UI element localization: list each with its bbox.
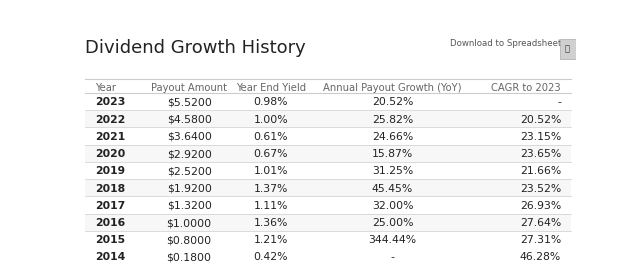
Text: 1.11%: 1.11% [254,201,288,211]
Text: 26.93%: 26.93% [520,201,561,211]
Text: 25.00%: 25.00% [372,218,413,228]
Text: 27.31%: 27.31% [520,235,561,245]
Text: ⤓: ⤓ [565,44,570,53]
Text: 23.52%: 23.52% [520,183,561,194]
Text: $0.8000: $0.8000 [166,235,212,245]
Text: 1.21%: 1.21% [254,235,288,245]
Text: Annual Payout Growth (YoY): Annual Payout Growth (YoY) [323,83,461,93]
Text: 23.15%: 23.15% [520,132,561,142]
Text: 46.28%: 46.28% [520,253,561,262]
Text: 24.66%: 24.66% [372,132,413,142]
Text: 27.64%: 27.64% [520,218,561,228]
Text: Download to Spreadsheet: Download to Spreadsheet [450,39,561,48]
Text: CAGR to 2023: CAGR to 2023 [492,83,561,93]
Bar [85,249,571,265]
Text: $2.9200: $2.9200 [166,149,212,159]
Text: 2020: 2020 [95,149,125,159]
Text: $2.5200: $2.5200 [166,166,212,176]
Text: 2015: 2015 [95,235,125,245]
Text: Payout Amount: Payout Amount [151,83,227,93]
Text: 45.45%: 45.45% [372,183,413,194]
Text: 0.67%: 0.67% [253,149,288,159]
Text: 21.66%: 21.66% [520,166,561,176]
Text: $5.5200: $5.5200 [166,97,212,107]
Text: $4.5800: $4.5800 [166,115,212,124]
Text: 2014: 2014 [95,253,125,262]
Text: $3.6400: $3.6400 [166,132,212,142]
Text: 31.25%: 31.25% [372,166,413,176]
Bar [85,111,571,127]
Text: 2023: 2023 [95,97,125,107]
Text: 0.98%: 0.98% [253,97,288,107]
Text: 1.36%: 1.36% [254,218,288,228]
Bar [85,146,571,162]
Bar [85,214,571,231]
Text: 23.65%: 23.65% [520,149,561,159]
Text: 1.01%: 1.01% [253,166,288,176]
Text: 2019: 2019 [95,166,125,176]
Text: -: - [390,253,394,262]
Text: 2022: 2022 [95,115,125,124]
Text: 25.82%: 25.82% [372,115,413,124]
Text: 15.87%: 15.87% [372,149,413,159]
FancyBboxPatch shape [559,39,575,59]
Text: 1.00%: 1.00% [253,115,288,124]
Text: $0.1800: $0.1800 [166,253,212,262]
Text: 32.00%: 32.00% [372,201,413,211]
Text: Year: Year [95,83,116,93]
Bar [85,180,571,196]
Text: 0.61%: 0.61% [253,132,288,142]
Text: $1.3200: $1.3200 [166,201,212,211]
Text: 344.44%: 344.44% [369,235,417,245]
Text: 2017: 2017 [95,201,125,211]
Text: -: - [557,97,561,107]
Text: Dividend Growth History: Dividend Growth History [85,39,306,57]
Text: 2021: 2021 [95,132,125,142]
Text: 0.42%: 0.42% [253,253,288,262]
Text: $1.9200: $1.9200 [166,183,212,194]
Text: 2016: 2016 [95,218,125,228]
Text: Year End Yield: Year End Yield [236,83,306,93]
Text: 20.52%: 20.52% [372,97,413,107]
Text: 2018: 2018 [95,183,125,194]
Text: 20.52%: 20.52% [520,115,561,124]
Text: 1.37%: 1.37% [254,183,288,194]
Text: $1.0000: $1.0000 [166,218,212,228]
